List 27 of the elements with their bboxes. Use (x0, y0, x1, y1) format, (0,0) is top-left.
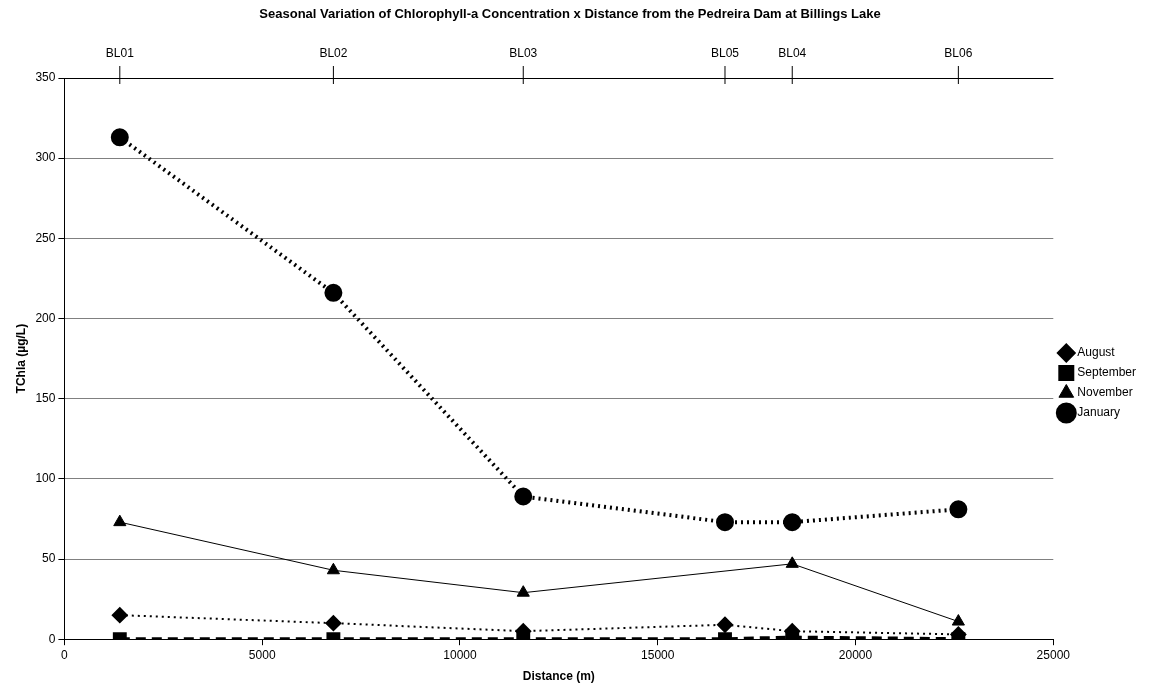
annotation: BL02 (319, 46, 348, 61)
annotation: BL04 (778, 46, 807, 61)
y-tick-label: 50 (42, 551, 56, 566)
annotation: BL05 (710, 46, 740, 61)
x-tick-label: 15000 (641, 647, 675, 662)
y-tick-label: 300 (35, 150, 56, 165)
legend-label: August (1077, 345, 1116, 360)
y-tick-label: 150 (35, 391, 56, 405)
x-tick-label: 5000 (248, 647, 276, 662)
y-axis-title: TChla (µg/L) (13, 323, 28, 394)
x-tick-label: 20000 (838, 647, 873, 662)
annotation: BL01 (105, 46, 135, 61)
y-tick-label: 0 (48, 631, 56, 646)
y-tick-label: 250 (35, 230, 56, 245)
legend-label: November (1077, 385, 1133, 400)
legend-label: January (1077, 405, 1120, 420)
x-tick-label: 0 (61, 647, 69, 662)
annotation: BL06 (944, 46, 973, 61)
x-axis-title: Distance (m) (522, 669, 595, 684)
x-tick-label: 25000 (1036, 647, 1071, 662)
y-tick-label: 100 (35, 471, 56, 486)
x-tick-label: 10000 (443, 647, 477, 662)
chart-title: Seasonal Variation of Chlorophyll-a Concentration x Distance from the Pedreira Dam at Billings Lake (258, 6, 882, 21)
annotation: BL03 (509, 46, 538, 61)
y-tick-label: 350 (35, 70, 56, 85)
y-tick-label: 200 (35, 310, 56, 325)
legend-label: September (1077, 365, 1136, 380)
